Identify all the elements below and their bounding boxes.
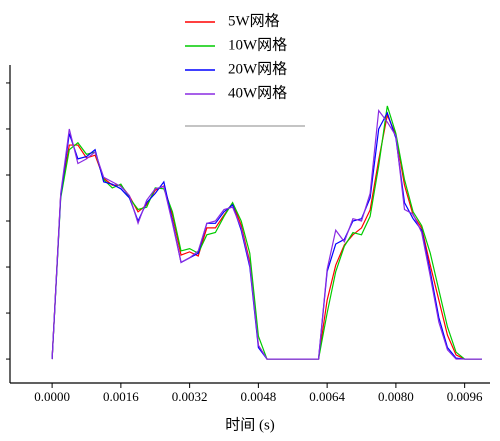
x-tick-label: 0.0016	[103, 389, 139, 404]
legend-label: 40W网格	[228, 84, 287, 101]
legend-label: 10W网格	[228, 36, 287, 53]
legend-label: 5W网格	[228, 12, 280, 29]
x-tick-label: 0.0000	[34, 389, 70, 404]
x-tick-label: 0.0032	[172, 389, 208, 404]
legend-label: 20W网格	[228, 60, 287, 77]
x-tick-label: 0.0048	[241, 389, 277, 404]
x-tick-label: 0.0096	[447, 389, 483, 404]
x-tick-label: 0.0080	[378, 389, 414, 404]
series-line	[51, 108, 482, 360]
series-line	[51, 113, 482, 360]
series-line	[51, 111, 482, 360]
x-tick-label: 0.0064	[309, 389, 345, 404]
x-axis-label: 时间 (s)	[225, 416, 275, 433]
series-line	[51, 105, 482, 360]
